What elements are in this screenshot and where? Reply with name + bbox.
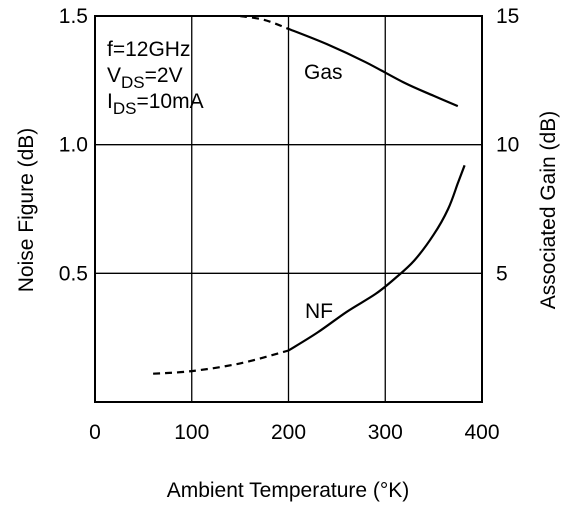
- condition-vds: VDS=2V: [107, 64, 183, 92]
- x-tick-label-0: 0: [89, 421, 101, 444]
- y-tick-label-1.0: 1.0: [59, 134, 88, 157]
- condition-ids: IDS=10mA: [107, 90, 204, 118]
- condition-ids-rest: =10mA: [136, 90, 203, 113]
- series-label-gas: Gas: [304, 61, 343, 84]
- grid: [95, 16, 482, 402]
- condition-vds-rest: =2V: [145, 64, 183, 87]
- y2-axis-label: Associated Gain (dB): [537, 111, 560, 309]
- series-label-nf: NF: [305, 300, 333, 323]
- x-tick-label-100: 100: [174, 421, 209, 444]
- y-tick-label-0.5: 0.5: [59, 262, 88, 285]
- y2-tick-label-5: 5: [496, 262, 508, 285]
- tick-labels: 0 100 200 300 400 0.5 1.0 1.5 5 10 15: [59, 5, 520, 444]
- x-tick-label-400: 400: [464, 421, 499, 444]
- series-gas-measured-line: [288, 27, 459, 108]
- y2-tick-label-10: 10: [496, 134, 519, 157]
- y-axis-label: Noise Figure (dB): [15, 128, 38, 293]
- condition-ids-sub: DS: [113, 99, 137, 118]
- y-tick-label-1.5: 1.5: [59, 5, 88, 28]
- x-axis-label: Ambient Temperature (°K): [167, 479, 410, 502]
- y2-tick-label-15: 15: [496, 5, 519, 28]
- condition-ids-main: I: [107, 90, 113, 113]
- series-nf-measured-line: [287, 164, 466, 352]
- test-conditions: f=12GHz VDS=2V IDS=10mA: [107, 38, 204, 118]
- condition-frequency: f=12GHz: [107, 38, 190, 61]
- plot-frame: [94, 15, 483, 403]
- condition-vds-main: V: [107, 64, 121, 87]
- series-nf-extrapolated-line: [153, 349, 289, 375]
- series-gas-extrapolated-line: [239, 14, 289, 30]
- condition-vds-sub: DS: [121, 73, 145, 92]
- x-tick-label-300: 300: [368, 421, 403, 444]
- x-tick-label-200: 200: [271, 421, 306, 444]
